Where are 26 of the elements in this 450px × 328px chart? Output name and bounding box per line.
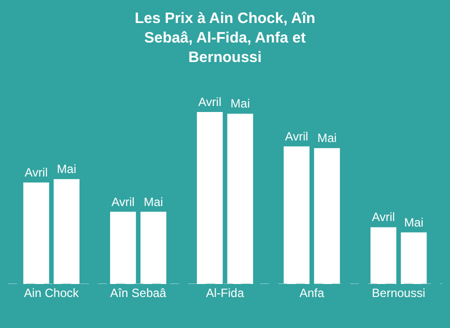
x-tick-label: Al-Fida: [206, 286, 244, 300]
series-label: Mai: [56, 162, 76, 176]
bar: [227, 114, 254, 284]
x-tick-label: Ain Chock: [24, 286, 80, 300]
chart-title: Les Prix à Ain Chock, Aîn Sebaâ, Al-Fida, Anfa et Bernoussi: [134, 10, 316, 66]
bar: [284, 146, 310, 284]
text: Mai: [404, 215, 424, 230]
text: Mai: [144, 194, 164, 209]
text: Avril: [198, 95, 222, 109]
bar: [110, 212, 136, 284]
series-label: Avril: [24, 166, 48, 180]
text: Mai: [230, 96, 250, 111]
x-tick-label: Aîn Sebaâ: [110, 286, 167, 300]
x-tick-label: Bernoussi: [372, 286, 426, 300]
bar: [140, 212, 166, 284]
bar: [196, 112, 223, 284]
bar: [400, 232, 427, 284]
text: Mai: [317, 131, 337, 146]
bar: [314, 148, 340, 284]
text: Avril: [372, 210, 395, 224]
text: Avril: [111, 194, 135, 209]
bar: [370, 227, 396, 284]
text: Avril: [285, 129, 308, 144]
bar: [54, 179, 80, 284]
bar: [23, 182, 50, 284]
x-tick-label: Anfa: [299, 286, 324, 300]
